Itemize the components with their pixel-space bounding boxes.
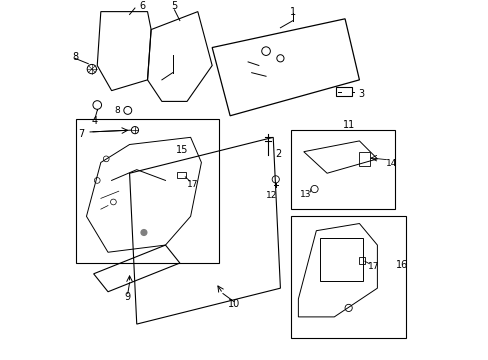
Bar — [358, 257, 365, 264]
Text: 11: 11 — [342, 120, 354, 130]
Bar — [290, 130, 394, 209]
Circle shape — [141, 230, 146, 235]
Bar — [319, 238, 362, 281]
Bar — [359, 152, 369, 166]
Text: 9: 9 — [124, 292, 131, 302]
Text: 1: 1 — [289, 6, 295, 17]
Text: 15: 15 — [175, 145, 187, 155]
Text: 4: 4 — [91, 116, 98, 126]
Text: 3: 3 — [357, 89, 364, 99]
Text: 6: 6 — [139, 1, 145, 11]
Bar — [177, 172, 185, 178]
Text: 17: 17 — [186, 180, 198, 189]
Text: 14: 14 — [386, 159, 397, 168]
Text: 5: 5 — [171, 1, 177, 11]
Bar — [290, 216, 406, 338]
Text: 17: 17 — [367, 262, 379, 271]
Text: 8: 8 — [114, 106, 120, 115]
Text: 12: 12 — [265, 191, 277, 200]
Bar — [335, 87, 351, 96]
Text: 2: 2 — [275, 149, 281, 159]
Text: 7: 7 — [78, 129, 84, 139]
Bar — [76, 120, 219, 263]
Text: 16: 16 — [396, 260, 408, 270]
Text: 13: 13 — [299, 190, 311, 199]
Text: 10: 10 — [227, 299, 239, 309]
Text: 8: 8 — [72, 51, 78, 62]
